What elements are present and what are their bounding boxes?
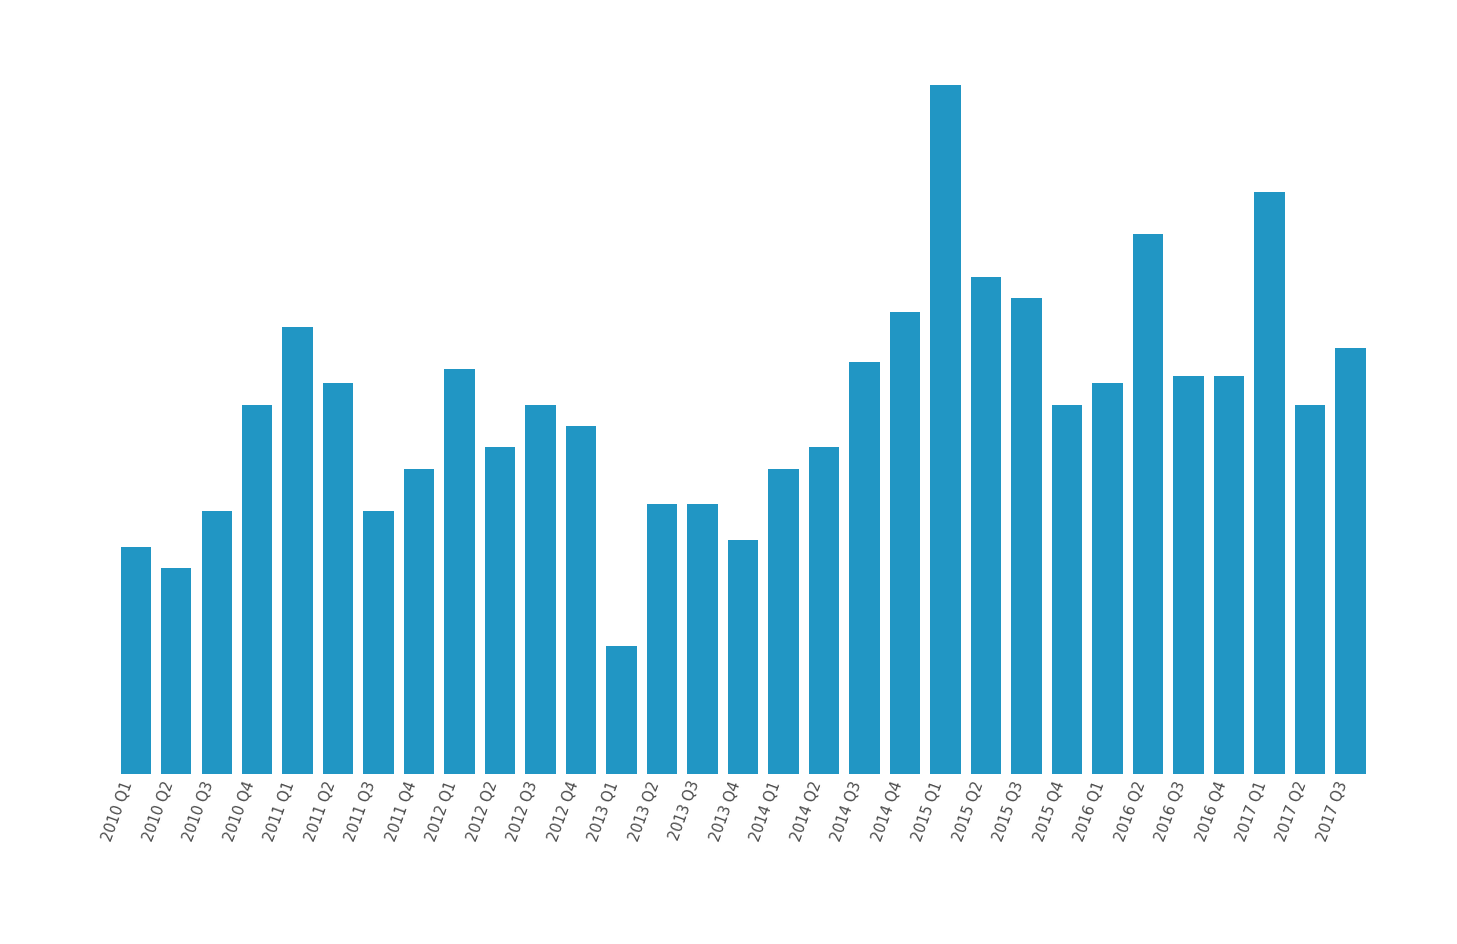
Bar: [485, 447, 516, 774]
Bar: [1335, 348, 1365, 774]
Bar: [1214, 377, 1244, 774]
Bar: [1295, 405, 1324, 774]
Bar: [849, 362, 880, 774]
Bar: [404, 468, 434, 774]
Bar: [323, 383, 354, 774]
Bar: [890, 312, 921, 774]
Bar: [1011, 298, 1042, 774]
Bar: [444, 369, 475, 774]
Bar: [162, 568, 191, 774]
Bar: [768, 468, 798, 774]
Bar: [1093, 383, 1123, 774]
Bar: [1173, 377, 1203, 774]
Bar: [526, 405, 555, 774]
Bar: [728, 540, 758, 774]
Bar: [565, 426, 596, 774]
Bar: [1052, 405, 1083, 774]
Bar: [606, 647, 637, 774]
Bar: [1132, 234, 1163, 774]
Bar: [809, 447, 839, 774]
Bar: [121, 547, 152, 774]
Bar: [242, 405, 272, 774]
Bar: [363, 512, 393, 774]
Bar: [647, 504, 678, 774]
Bar: [1254, 192, 1285, 774]
Bar: [201, 512, 232, 774]
Bar: [931, 85, 960, 774]
Bar: [970, 277, 1001, 774]
Bar: [688, 504, 718, 774]
Bar: [283, 327, 313, 774]
